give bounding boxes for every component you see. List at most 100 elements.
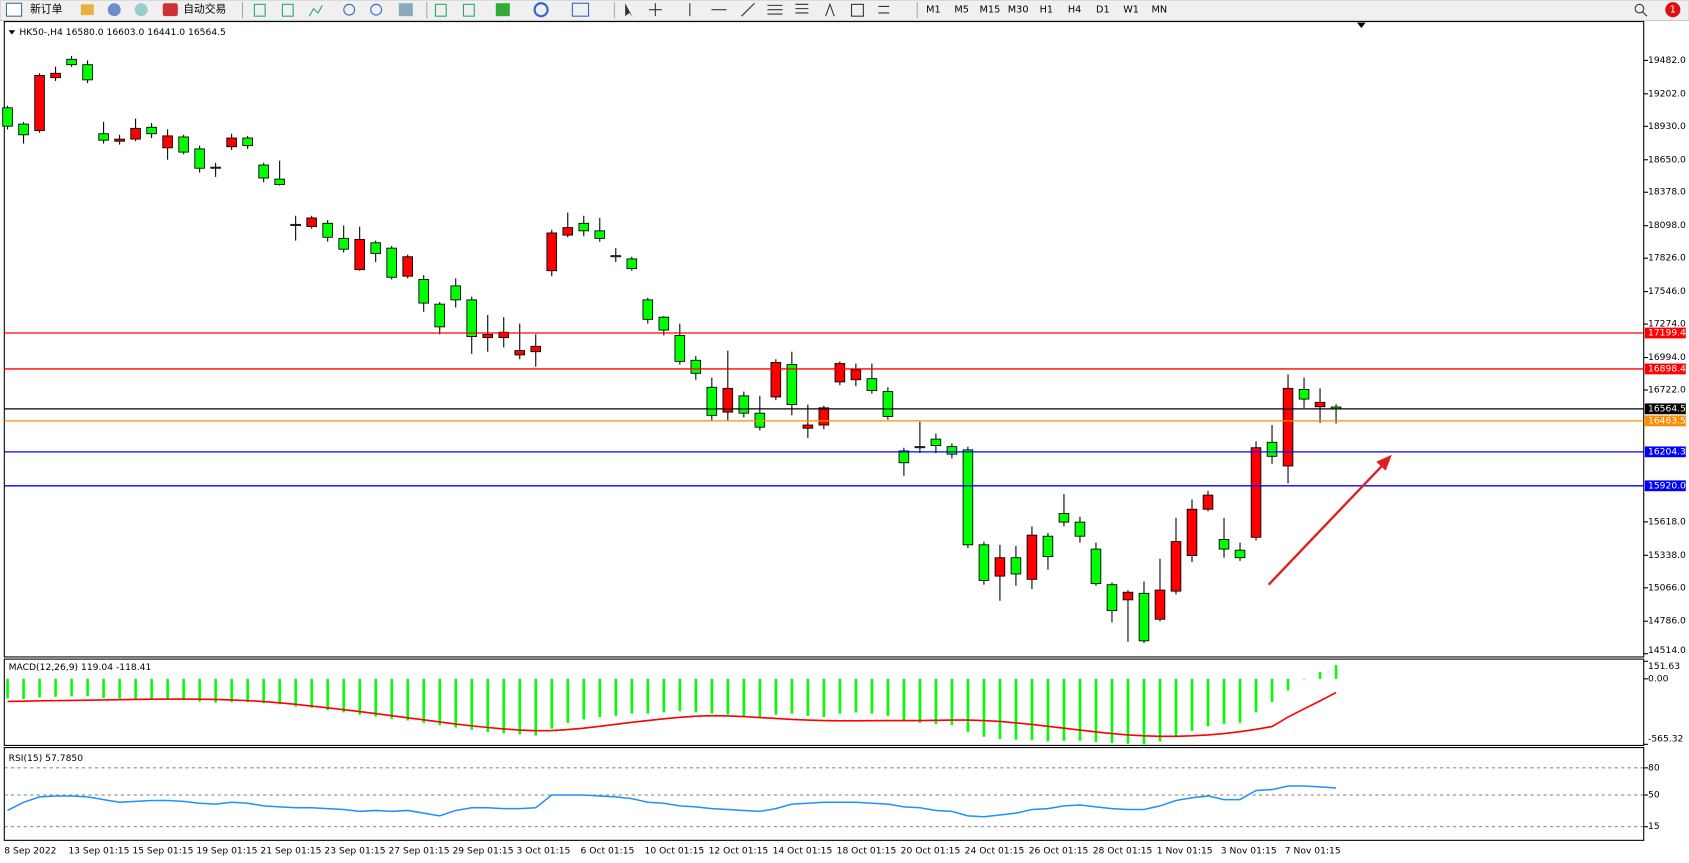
x-tick-label: 6 Oct 01:15: [581, 846, 635, 857]
timeframe-button[interactable]: M1: [926, 5, 941, 16]
candle-body: [162, 135, 173, 149]
cursor-icon[interactable]: [625, 3, 633, 18]
x-tick-label: 3 Oct 01:15: [517, 846, 571, 857]
histogram-bar: [38, 678, 41, 698]
histogram-bar: [550, 678, 554, 729]
histogram-bar: [502, 678, 506, 734]
histogram-bar: [886, 678, 890, 716]
candle-body: [722, 387, 734, 413]
macd-pane-border: [3, 658, 1645, 746]
shift-marker: [1357, 22, 1366, 29]
candle-body: [338, 237, 349, 250]
trendline-icon[interactable]: [741, 2, 755, 17]
timeframe-button[interactable]: W1: [1123, 5, 1139, 16]
tool-icon[interactable]: [398, 3, 413, 17]
channel-icon[interactable]: [767, 4, 783, 15]
label-icon[interactable]: [850, 3, 864, 17]
timeframe-button[interactable]: H4: [1068, 5, 1081, 16]
y-tick-label: 17826.0: [1648, 253, 1686, 264]
histogram-bar: [1094, 678, 1098, 742]
auto-trading-icon[interactable]: [162, 3, 178, 17]
level-tag: [1644, 480, 1686, 492]
histogram-bar: [534, 678, 538, 736]
histogram-bar: [598, 678, 602, 718]
zoom-in-icon[interactable]: [343, 3, 356, 16]
new-order-button[interactable]: 新订单: [30, 3, 63, 16]
title-marker: [8, 30, 16, 35]
tool-icon[interactable]: [495, 3, 510, 17]
histogram-bar: [1158, 678, 1162, 742]
histogram-bar: [438, 678, 442, 726]
y-tick-label: 16722.0: [1648, 385, 1686, 396]
tool-icon[interactable]: [107, 3, 121, 17]
histogram-bar: [1206, 678, 1210, 727]
candle-body: [946, 446, 958, 455]
histogram-bar: [326, 678, 329, 711]
arrows-icon[interactable]: [878, 5, 890, 14]
tool-icon[interactable]: [253, 3, 266, 17]
candle-body: [626, 258, 638, 269]
level-tag-label: 16204.3: [1648, 446, 1686, 457]
tool-icon[interactable]: [434, 3, 447, 17]
tool-icon[interactable]: [571, 2, 590, 17]
search-icon[interactable]: [1642, 11, 1648, 17]
timeframe-button[interactable]: M30: [1008, 5, 1029, 16]
histogram-bar: [166, 678, 169, 700]
y-tick-label: 15: [1648, 821, 1660, 832]
search-icon[interactable]: [1634, 3, 1645, 14]
tool-icon[interactable]: [134, 3, 148, 17]
histogram-bar: [1046, 678, 1050, 742]
histogram-bar: [902, 678, 906, 721]
histogram-bar: [278, 678, 281, 705]
histogram-bar: [726, 678, 730, 715]
text-icon[interactable]: [825, 2, 835, 17]
candle-body: [370, 242, 381, 254]
new-order-icon[interactable]: [5, 2, 23, 17]
toolbar: 新订单 自动交易 M1 M5 M15 M30 H1 H4 D1 W1 MN: [0, 0, 1689, 22]
chart-title: MACD(12,26,9) 119.04 -118.41: [9, 662, 152, 673]
tool-icon[interactable]: [308, 5, 323, 17]
candle-body: [450, 285, 461, 301]
candle-body: [1234, 549, 1246, 559]
auto-trading-button[interactable]: 自动交易: [183, 3, 226, 16]
fibo-icon[interactable]: [795, 3, 809, 14]
histogram-bar: [742, 678, 746, 716]
candle-body: [1010, 557, 1022, 575]
timeframe-button[interactable]: M15: [980, 5, 1001, 16]
tool-icon[interactable]: [462, 3, 475, 17]
candle-body: [674, 335, 686, 362]
timeframe-button[interactable]: MN: [1152, 5, 1168, 16]
candle-body: [786, 364, 798, 406]
candle-body: [866, 378, 878, 391]
candle-body: [962, 449, 974, 546]
candle-body: [50, 72, 61, 79]
histogram-bar: [422, 678, 425, 723]
tool-icon[interactable]: [281, 3, 294, 17]
candle-body: [1186, 508, 1198, 556]
timeframe-button[interactable]: H1: [1040, 5, 1053, 16]
plot-area: [3, 21, 1645, 841]
timeframe-button[interactable]: M5: [954, 5, 969, 16]
level-tag-label: 17199.4: [1648, 328, 1686, 339]
histogram-bar: [1254, 678, 1258, 713]
level-tag: [1644, 415, 1686, 427]
rsi-line: [7, 785, 1337, 818]
alert-badge[interactable]: [1665, 2, 1681, 18]
x-tick-label: 20 Oct 01:15: [901, 846, 961, 857]
level-tag-label: 16564.5: [1648, 403, 1686, 414]
x-tick-label: 28 Oct 01:15: [1093, 846, 1153, 857]
zoom-out-icon[interactable]: [370, 3, 383, 16]
candle-body: [402, 256, 413, 277]
candle-body: [1042, 535, 1054, 558]
histogram-bar: [54, 678, 57, 697]
candle-body: [98, 133, 109, 141]
candle-body: [66, 58, 77, 66]
tool-icon[interactable]: [80, 4, 94, 16]
x-tick-label: 7 Nov 01:15: [1285, 846, 1341, 857]
timeframe-button[interactable]: D1: [1096, 5, 1110, 16]
tool-icon[interactable]: [533, 2, 549, 18]
histogram-bar: [1270, 678, 1274, 703]
candle-body: [2, 107, 13, 127]
candle-body: [514, 350, 526, 356]
crosshair-icon[interactable]: [648, 3, 662, 17]
